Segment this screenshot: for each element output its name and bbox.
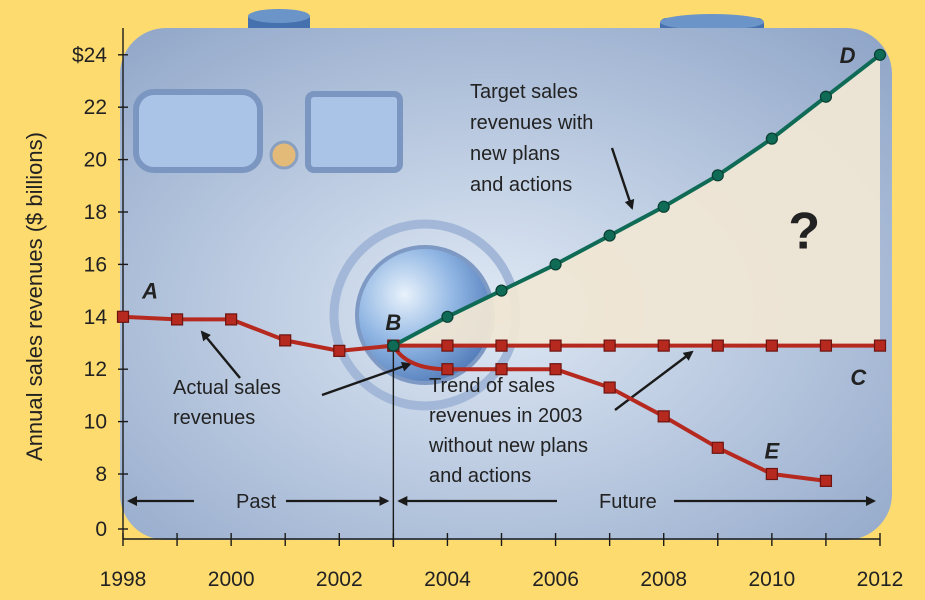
data-point-decline	[765, 467, 778, 481]
data-point-trend	[441, 339, 454, 352]
data-point-actual	[279, 334, 292, 347]
data-point-target	[441, 310, 454, 323]
camera-illustration	[120, 9, 892, 540]
x-tick-label: 2002	[316, 568, 363, 591]
data-point-trend	[765, 339, 778, 352]
arrow-actual-past	[200, 330, 241, 379]
y-tick-label: 12	[84, 358, 107, 381]
data-point-target	[603, 229, 616, 242]
data-point-target	[765, 132, 778, 145]
data-point-actual	[116, 310, 130, 323]
data-point-actual	[333, 344, 346, 357]
data-point-trend	[819, 339, 833, 352]
y-tick-label: 16	[84, 253, 107, 276]
y-tick-label: 8	[95, 463, 107, 486]
y-tick-label: 22	[84, 96, 107, 119]
data-point-trend	[603, 339, 616, 352]
annotations: A B C D E Target sales revenues with new plans a…	[127, 43, 876, 513]
revenue-gap-area	[393, 54, 880, 346]
data-point-target	[819, 90, 833, 103]
y-tick-label: 10	[84, 411, 107, 434]
x-tick-label: 1998	[100, 568, 147, 591]
data-point-trend	[495, 339, 508, 352]
annotation-trend: Trend of sales revenues in 2003 without ne…	[428, 375, 588, 487]
series-line-actual	[122, 314, 394, 353]
data-point-target	[873, 48, 887, 61]
arrow-trend	[614, 350, 694, 411]
future-label: Future	[599, 491, 657, 513]
series-line-target	[392, 53, 882, 348]
x-tick-label: 2010	[748, 568, 795, 591]
y-tick-label: 14	[84, 306, 108, 329]
point-label-c: C	[850, 365, 867, 390]
point-label-b: B	[385, 310, 401, 335]
data-point-actual	[225, 313, 238, 326]
data-point-decline	[819, 474, 833, 487]
data-point-target	[387, 339, 400, 352]
data-point-decline	[603, 381, 616, 394]
data-point-target	[549, 258, 562, 271]
arrow-actual-now	[321, 361, 412, 397]
arrow-target	[610, 147, 635, 210]
y-tick-label: 18	[84, 201, 107, 224]
data-point-decline	[711, 441, 724, 454]
data-point-trend	[711, 339, 724, 352]
x-tick-label: 2008	[640, 568, 687, 591]
annotation-actual: Actual sales revenues	[173, 377, 281, 429]
question-mark: ?	[788, 203, 820, 261]
data-point-target	[711, 169, 724, 182]
data-point-trend	[657, 339, 670, 352]
axes: 0 8 10 12 14 16 18 20 22 $24 1998 2000 2002 2004 2006 2…	[22, 28, 903, 591]
data-point-target	[495, 284, 508, 297]
past-label: Past	[236, 491, 276, 513]
x-tick-label: 2012	[857, 568, 904, 591]
data-point-decline	[441, 363, 454, 376]
x-tick-label: 2000	[208, 568, 255, 591]
point-label-a: A	[141, 279, 158, 304]
data-point-actual	[170, 313, 184, 326]
data-point-trend	[549, 339, 562, 352]
y-tick-label: $24	[72, 44, 107, 67]
y-axis-title: Annual sales revenues ($ billions)	[22, 132, 47, 461]
y-tick-label: 20	[84, 149, 107, 172]
data-point-decline	[495, 363, 508, 376]
point-label-e: E	[765, 438, 781, 463]
annotation-target: Target sales revenues with new plans and ac…	[470, 81, 593, 196]
data-point-target	[657, 200, 670, 213]
point-label-d: D	[840, 43, 856, 68]
data-point-decline	[657, 410, 670, 423]
data-point-decline	[549, 363, 562, 376]
gap-fill	[393, 54, 880, 346]
series	[116, 48, 887, 487]
x-tick-label: 2004	[424, 568, 471, 591]
y-tick-label: 0	[95, 518, 107, 541]
x-tick-label: 2006	[532, 568, 579, 591]
data-point-trend	[873, 339, 887, 352]
